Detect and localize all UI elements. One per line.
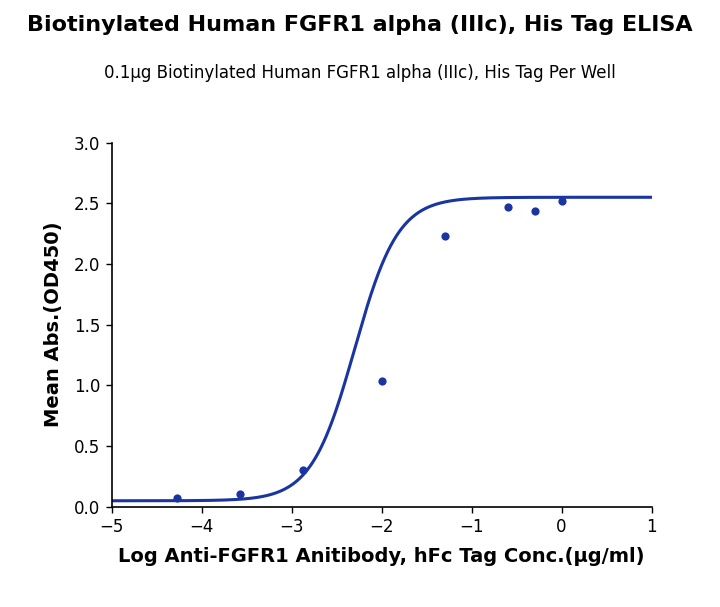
Point [556,196,567,206]
Text: Biotinylated Human FGFR1 alpha (IIIc), His Tag ELISA: Biotinylated Human FGFR1 alpha (IIIc), H… [27,15,693,35]
X-axis label: Log Anti-FGFR1 Anitibody, hFc Tag Conc.(μg/ml): Log Anti-FGFR1 Anitibody, hFc Tag Conc.(… [118,547,645,566]
Text: 0.1μg Biotinylated Human FGFR1 alpha (IIIc), His Tag Per Well: 0.1μg Biotinylated Human FGFR1 alpha (II… [104,64,616,82]
Point [528,206,540,215]
Point [438,231,451,241]
Point [376,376,387,385]
Y-axis label: Mean Abs.(OD450): Mean Abs.(OD450) [44,222,63,427]
Point [502,202,513,212]
Point [171,493,183,503]
Point [235,489,246,499]
Point [297,466,309,475]
